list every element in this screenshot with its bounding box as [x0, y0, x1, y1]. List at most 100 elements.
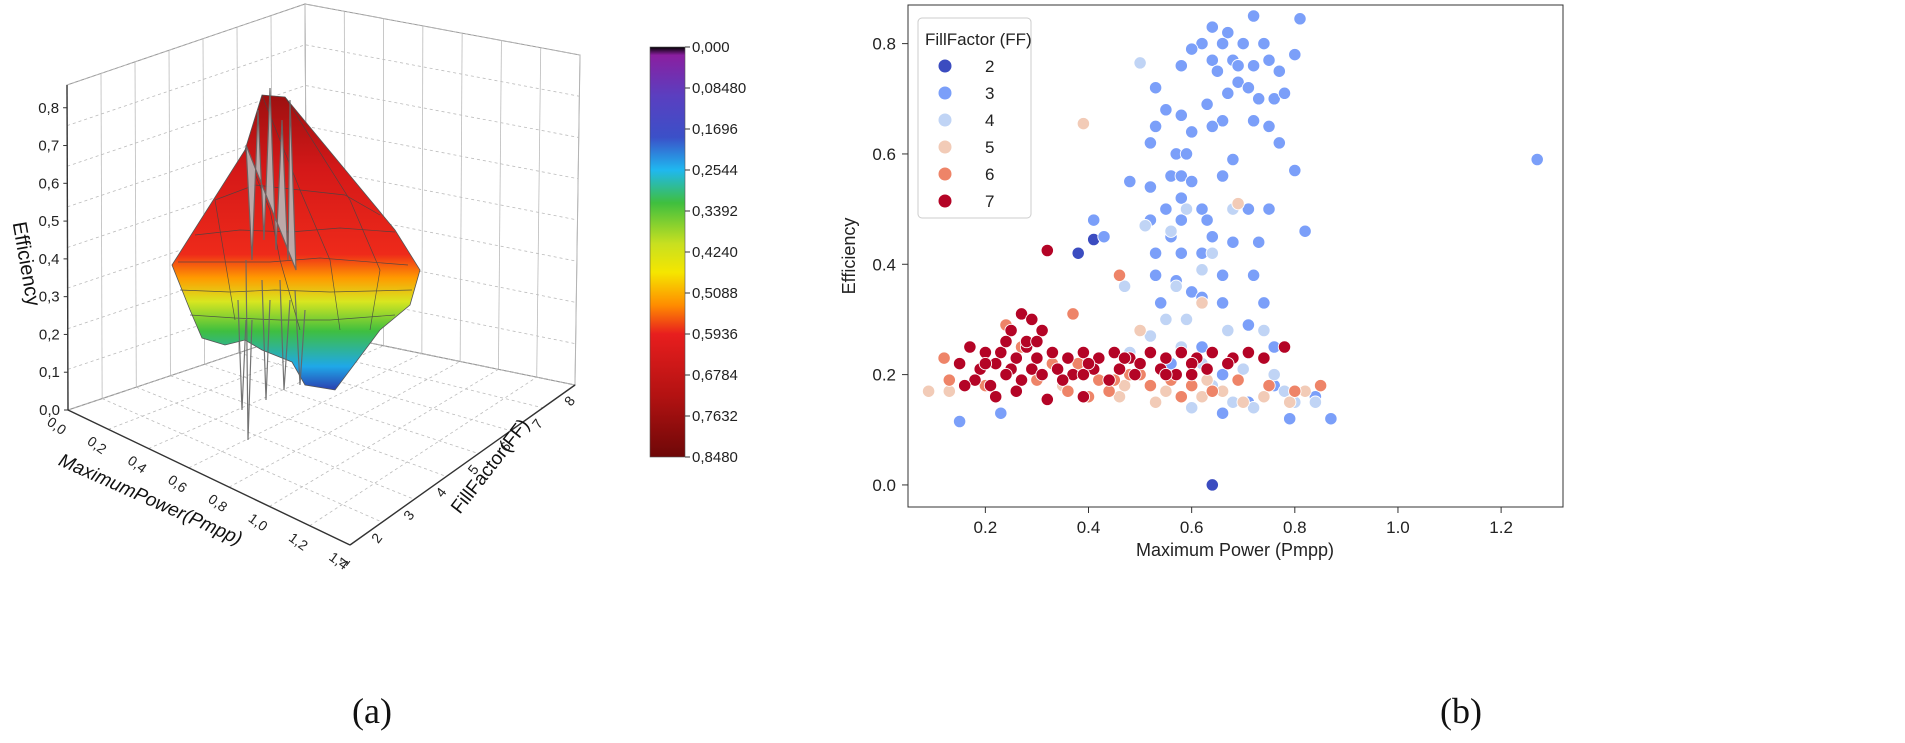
legend-marker: [937, 112, 953, 128]
scatter-point-ff-7: [963, 340, 977, 354]
scatter-point-ff-3: [1174, 169, 1188, 183]
scatter-point-ff-7: [1143, 345, 1158, 360]
y-wall-gridline: [574, 54, 581, 386]
scatter-point-ff-3: [1097, 230, 1111, 244]
x-tick-label: 0,2: [85, 433, 110, 458]
scatter-point-ff-7: [1045, 345, 1060, 360]
x-tick-label: 1.2: [1489, 518, 1513, 537]
scatter-point-ff-3: [1087, 213, 1101, 227]
x-axis-label: Maximum Power (Pmpp): [1136, 540, 1334, 560]
scatter-point-ff-6: [1174, 390, 1188, 404]
scatter-point-ff-5: [1112, 390, 1127, 404]
scatter-point-ff-3: [1215, 296, 1230, 310]
panel-label-a: (a): [352, 691, 392, 731]
scatter-point-ff-2: [1071, 246, 1085, 260]
scatter-point-ff-4: [1185, 401, 1199, 415]
scatter-point-ff-7: [968, 373, 982, 387]
y-axis-label: Efficiency: [839, 218, 859, 295]
scatter-point-ff-3: [1272, 136, 1286, 150]
scatter-point-ff-7: [994, 345, 1008, 360]
z-tick-label: 0,6: [38, 175, 59, 192]
scatter-point-ff-3: [1215, 114, 1230, 128]
scatter-point-ff-3: [1174, 191, 1188, 205]
colorbar-tick-label: 0,6784: [692, 367, 738, 384]
y-tick-label: 0.2: [872, 366, 896, 385]
scatter-point-ff-3: [1185, 174, 1199, 189]
scatter-point-ff-7: [1107, 345, 1121, 360]
y-tick-label: 8: [561, 393, 579, 409]
scatter-point-ff-3: [1262, 119, 1276, 134]
scatter-point-ff-3: [1195, 36, 1209, 51]
scatter-point-ff-5: [1236, 395, 1250, 409]
scatter-point-ff-7: [952, 356, 967, 371]
y-wall-gridline: [421, 25, 424, 354]
surface-3d-chart: 0,0 0,1 0,2 0,3 0,4 0,5 0,6 0,7 0,8 0,0 0,2 0,4 0,6…: [8, 3, 746, 573]
scatter-point-ff-7: [1025, 312, 1039, 327]
scatter-point-ff-7: [1185, 367, 1199, 382]
scatter-point-ff-3: [1262, 202, 1276, 216]
y-tick-label: 3: [400, 507, 418, 523]
scatter-point-ff-6: [1112, 268, 1127, 282]
scatter-point-ff-3: [1241, 318, 1256, 332]
legend-entry-label: 2: [985, 57, 994, 76]
scatter-point-ff-4: [1179, 202, 1194, 216]
scatter-point-ff-7: [1117, 351, 1132, 365]
scatter-point-ff-5: [1076, 116, 1091, 131]
scatter-point-ff-7: [1133, 356, 1147, 371]
scatter-point-ff-6: [1262, 378, 1276, 393]
scatter-chart: 0.0 0.2 0.4 0.6 0.8 0.2 0.4 0.6 0.8 1.0 1.2 Maxim…: [839, 4, 1564, 560]
scatter-point-ff-6: [937, 351, 951, 365]
z-gridline: [67, 288, 576, 370]
scatter-point-ff-3: [952, 414, 967, 429]
scatter-point-ff-4: [1195, 263, 1209, 277]
scatter-point-ff-3: [1185, 42, 1199, 56]
scatter-point-ff-5: [1133, 323, 1147, 338]
scatter-point-ff-3: [1210, 64, 1225, 78]
scatter-point-ff-3: [1215, 406, 1230, 420]
scatter-point-ff-4: [1169, 279, 1183, 293]
scatter-point-ff-7: [1009, 384, 1023, 398]
scatter-point-ff-7: [1221, 356, 1235, 371]
scatter-points: [921, 9, 1544, 492]
legend-entry-label: 7: [985, 192, 994, 211]
scatter-point-ff-3: [1246, 114, 1261, 128]
scatter-point-ff-7: [1056, 373, 1070, 387]
scatter-point-ff-3: [1205, 20, 1219, 34]
scatter-point-ff-7: [1014, 373, 1029, 387]
scatter-point-ff-5: [1195, 296, 1209, 310]
scatter-point-ff-7: [978, 356, 993, 371]
scatter-point-ff-3: [1231, 75, 1245, 89]
floor-gridline: [272, 341, 543, 409]
scatter-point-ff-3: [1148, 119, 1163, 134]
scatter-point-ff-7: [989, 390, 1003, 404]
floor-gridline: [228, 361, 461, 488]
colorbar-tick-label: 0,2544: [692, 162, 738, 179]
scatter-point-ff-3: [1215, 268, 1230, 282]
scatter-point-ff-5: [1195, 390, 1209, 404]
y-tick-label: 0.6: [872, 145, 896, 164]
floor-gridline: [269, 368, 499, 507]
colorbar-tick-label: 0,4240: [692, 244, 738, 261]
scatter-point-ff-3: [1185, 285, 1199, 299]
axis-edges: [66, 84, 576, 546]
z-tick-label: 0,7: [38, 138, 59, 155]
legend-marker: [937, 166, 953, 182]
x-tick-label: 0,4: [125, 452, 150, 477]
scatter-point-ff-3: [1324, 412, 1338, 426]
scatter-point-ff-7: [1257, 351, 1271, 365]
scatter-point-ff-5: [1159, 384, 1173, 398]
scatter-point-ff-7: [1035, 323, 1049, 338]
scatter-point-ff-7: [978, 345, 993, 360]
colorbar-tick-labels: 0,000 0,08480 0,1696 0,2544 0,3392 0,4240 0,50…: [685, 39, 746, 466]
colorbar-tick-label: 0,8480: [692, 449, 738, 466]
scatter-point-ff-3: [1185, 125, 1199, 139]
scatter-point-ff-3: [1174, 59, 1188, 73]
scatter-point-ff-4: [1257, 323, 1271, 338]
scatter-point-ff-7: [1030, 334, 1044, 349]
scatter-point-ff-7: [1076, 367, 1091, 382]
scatter-point-ff-3: [1257, 296, 1271, 310]
y-wall-gridline: [459, 33, 463, 362]
x-tick-label: 1,2: [286, 529, 311, 554]
scatter-point-ff-3: [1148, 246, 1163, 260]
scatter-point-ff-7: [1009, 351, 1023, 365]
